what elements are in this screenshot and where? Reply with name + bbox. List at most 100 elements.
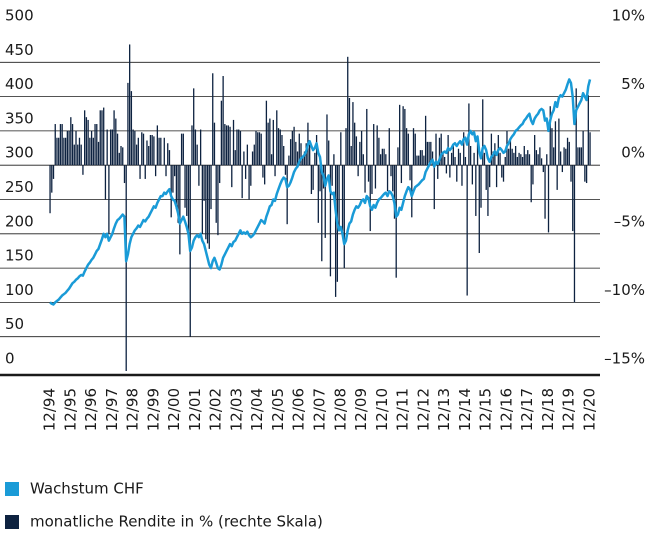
bar [56, 137, 58, 166]
bar [547, 165, 550, 233]
bar [130, 91, 133, 166]
bar [203, 165, 205, 201]
bar [582, 130, 584, 166]
bar [523, 145, 525, 166]
bar [172, 165, 174, 193]
bar [423, 155, 425, 166]
bar [132, 129, 134, 166]
y-tick-label: 400 [5, 75, 34, 93]
bar [329, 165, 332, 277]
bar [584, 165, 586, 182]
y-tick-label: 250 [5, 178, 34, 196]
bar [539, 147, 541, 166]
bar [63, 137, 65, 166]
bar [360, 130, 363, 166]
bar [418, 155, 420, 166]
bar [464, 156, 467, 166]
bar [445, 165, 448, 174]
bar [392, 165, 394, 192]
bar [251, 151, 254, 166]
bar [213, 122, 216, 166]
bar [338, 165, 340, 230]
bar [196, 144, 198, 166]
bar [546, 154, 548, 166]
legend-swatch [5, 482, 19, 496]
bar [227, 125, 229, 166]
bar [206, 165, 209, 244]
y-tick-label: 450 [5, 41, 34, 59]
bar [154, 165, 157, 177]
bar [435, 133, 437, 166]
bar [111, 129, 114, 166]
bar [520, 154, 522, 166]
bar [558, 118, 560, 166]
bar [444, 156, 446, 166]
bar [78, 137, 81, 166]
bar [478, 165, 480, 254]
bar [180, 133, 183, 166]
bar [438, 137, 441, 166]
y-tick-label: 0 [5, 350, 15, 368]
bar [561, 165, 564, 173]
bar [267, 122, 269, 166]
bar [437, 165, 439, 179]
bar [381, 148, 384, 166]
bar [101, 110, 103, 166]
bar [407, 133, 409, 166]
x-tick-label: 12/96 [82, 388, 100, 431]
bar [499, 152, 501, 166]
bar [232, 119, 235, 166]
bar [277, 128, 280, 166]
bar [540, 158, 543, 166]
x-tick-label: 12/05 [269, 388, 287, 431]
bar [492, 151, 494, 166]
y2-tick-label: –5% [614, 212, 645, 230]
bar [463, 132, 465, 166]
bar [260, 133, 262, 166]
bar [508, 148, 510, 166]
bar [362, 154, 364, 166]
bar [303, 151, 306, 166]
bar [238, 129, 240, 166]
bar [421, 150, 423, 166]
bar [215, 165, 217, 223]
bar [373, 124, 375, 166]
y-tick-label: 350 [5, 109, 34, 127]
bar [357, 165, 359, 177]
bar [575, 88, 577, 166]
bar [70, 117, 72, 166]
bar [258, 132, 261, 166]
bar [269, 118, 271, 166]
bar [265, 100, 268, 166]
bar [66, 130, 69, 166]
bar [109, 129, 112, 166]
bar [127, 82, 129, 166]
bar [208, 165, 210, 249]
bar [248, 165, 250, 200]
x-tick-label: 12/04 [248, 388, 266, 431]
bar [340, 132, 342, 166]
bar [535, 150, 538, 166]
bar [177, 165, 179, 223]
bar [250, 165, 252, 186]
bar [482, 99, 484, 166]
bar [144, 165, 146, 179]
bar [257, 132, 259, 166]
legend-swatch [5, 515, 19, 529]
x-tick-label: 12/08 [331, 388, 349, 431]
bar [279, 129, 281, 166]
bar [589, 132, 591, 166]
bar [580, 147, 583, 166]
bar [324, 165, 326, 238]
bar [466, 165, 468, 296]
bar [64, 137, 67, 166]
bar [314, 152, 316, 166]
bar [199, 129, 202, 166]
bar [334, 165, 337, 297]
bar [454, 156, 456, 166]
x-tick-label: 12/17 [518, 388, 536, 431]
bar [151, 135, 153, 166]
bar [153, 136, 155, 166]
bar [442, 151, 444, 166]
